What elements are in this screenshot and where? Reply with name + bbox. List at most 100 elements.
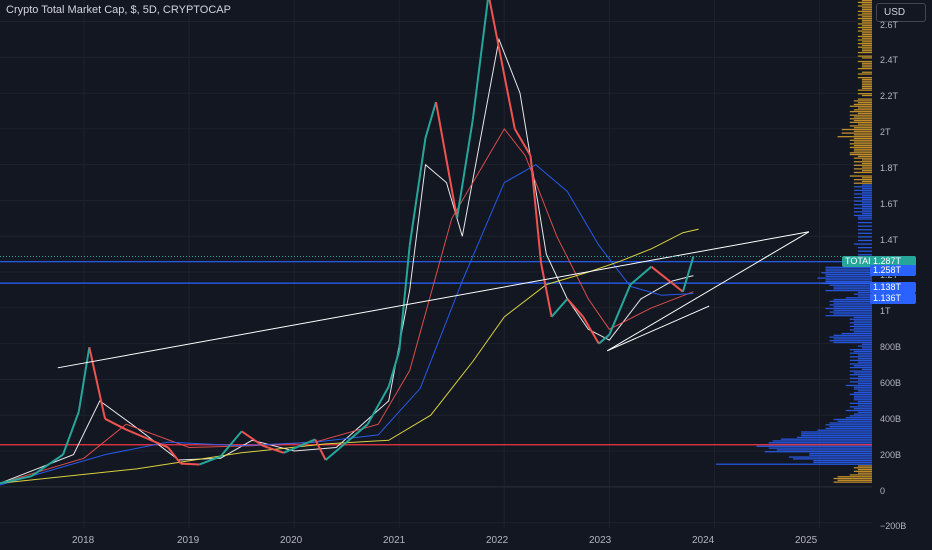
volume-profile-bar — [853, 171, 872, 174]
volume-profile-bar — [861, 85, 872, 88]
price-segment — [0, 475, 32, 485]
volume-profile-bar — [857, 218, 872, 220]
volume-profile-bar — [853, 243, 872, 245]
price-segment — [608, 284, 632, 336]
price-segment — [666, 278, 684, 293]
volume-profile-bar — [853, 164, 872, 166]
volume-profile-bar — [861, 166, 872, 168]
price-segment — [650, 265, 668, 280]
volume-profile-bar — [857, 375, 872, 378]
volume-profile-bar — [857, 14, 872, 16]
volume-profile-bar — [857, 254, 872, 256]
volume-profile-bar — [857, 30, 872, 32]
total-price-tag: 1.287T — [870, 256, 916, 267]
volume-profile-bar — [849, 318, 872, 320]
volume-profile-bar — [857, 26, 872, 29]
volume-profile-bar — [857, 35, 872, 38]
y-tick-label: 1T — [880, 306, 891, 316]
moving-average-line — [0, 164, 694, 486]
volume-profile-bar — [857, 112, 872, 115]
y-tick-label: 2.2T — [880, 91, 899, 101]
volume-profile-bar — [845, 417, 872, 419]
volume-profile-bar — [853, 327, 872, 329]
volume-profile-bar — [853, 157, 872, 159]
volume-profile-bar — [849, 125, 872, 127]
volume-profile-bar — [861, 44, 872, 47]
volume-profile-bar — [849, 153, 872, 156]
y-tick-label: 600B — [880, 378, 902, 388]
volume-profile-bar — [857, 155, 872, 158]
volume-profile-bar — [857, 468, 872, 471]
volume-profile-bar — [825, 281, 872, 283]
volume-profile-bar — [809, 454, 872, 456]
volume-profile-bar — [857, 291, 872, 294]
volume-profile-bar — [837, 136, 872, 138]
y-tick-label: 200B — [880, 450, 902, 460]
volume-profile-bar — [849, 121, 872, 123]
price-segment — [62, 411, 80, 455]
volume-profile-bar — [829, 304, 872, 306]
volume-profile-bar — [833, 313, 872, 315]
volume-profile-bar — [801, 433, 872, 435]
y-tick-label: −200B — [880, 521, 907, 531]
volume-profile-bar — [849, 415, 872, 417]
volume-profile-bar — [829, 311, 872, 313]
currency-button[interactable]: USD — [876, 3, 926, 22]
trendline — [57, 231, 810, 369]
volume-profile-bar — [857, 76, 872, 79]
volume-profile-bar — [853, 137, 872, 140]
volume-profile-bar — [857, 232, 872, 234]
moving-average-line — [0, 37, 694, 484]
volume-profile-bar — [861, 170, 872, 172]
volume-profile-bar — [861, 16, 872, 18]
volume-profile-bar — [857, 1, 872, 4]
volume-profile-bar — [857, 221, 872, 224]
volume-profile-bar — [861, 50, 872, 52]
volume-profile-bar — [857, 216, 872, 218]
volume-profile-bar — [857, 239, 872, 242]
price-segment — [498, 48, 516, 130]
volume-profile-bar — [825, 266, 872, 268]
y-tick-label: 0 — [880, 486, 886, 496]
volume-profile-bar — [861, 19, 872, 21]
volume-profile-bar — [825, 307, 872, 310]
volume-profile-bar — [857, 23, 872, 25]
volume-profile-bar — [861, 7, 872, 9]
volume-profile-bar — [857, 51, 872, 54]
volume-profile-bar — [853, 100, 872, 102]
volume-profile-bar — [853, 323, 872, 326]
price-segment — [283, 438, 316, 454]
volume-profile-bar — [853, 395, 872, 397]
volume-profile-bar — [853, 178, 872, 181]
volume-profile-bar — [829, 284, 872, 286]
volume-profile-bar — [813, 459, 872, 462]
volume-profile-bar — [825, 279, 872, 281]
y-tick-label: 1.8T — [880, 163, 899, 173]
volume-profile-bar — [853, 204, 872, 206]
volume-profile-bar — [853, 127, 872, 129]
volume-profile-bar — [849, 352, 872, 354]
trendline — [606, 231, 810, 352]
x-tick-label: 2022 — [486, 535, 509, 546]
volume-profile-bar — [833, 302, 872, 304]
volume-profile-bar — [853, 470, 872, 473]
volume-profile-bar — [853, 186, 872, 188]
volume-profile-bar — [857, 10, 872, 13]
volume-profile-bar — [853, 214, 872, 217]
volume-profile-bar — [845, 384, 872, 387]
volume-profile-bar — [797, 436, 872, 439]
volume-profile-bar — [857, 89, 872, 91]
volume-profile-bar — [813, 461, 872, 464]
y-tick-label: 2.4T — [880, 55, 899, 65]
price-segment — [30, 453, 64, 477]
volume-profile-bar — [833, 481, 872, 483]
volume-profile-bar — [861, 177, 872, 179]
volume-profile-bar — [833, 338, 872, 340]
volume-profile-bar — [857, 404, 872, 406]
volume-profile-bar — [833, 477, 872, 480]
y-tick-label: 400B — [880, 414, 902, 424]
volume-profile-bar — [857, 102, 872, 104]
price-segment — [88, 347, 107, 420]
